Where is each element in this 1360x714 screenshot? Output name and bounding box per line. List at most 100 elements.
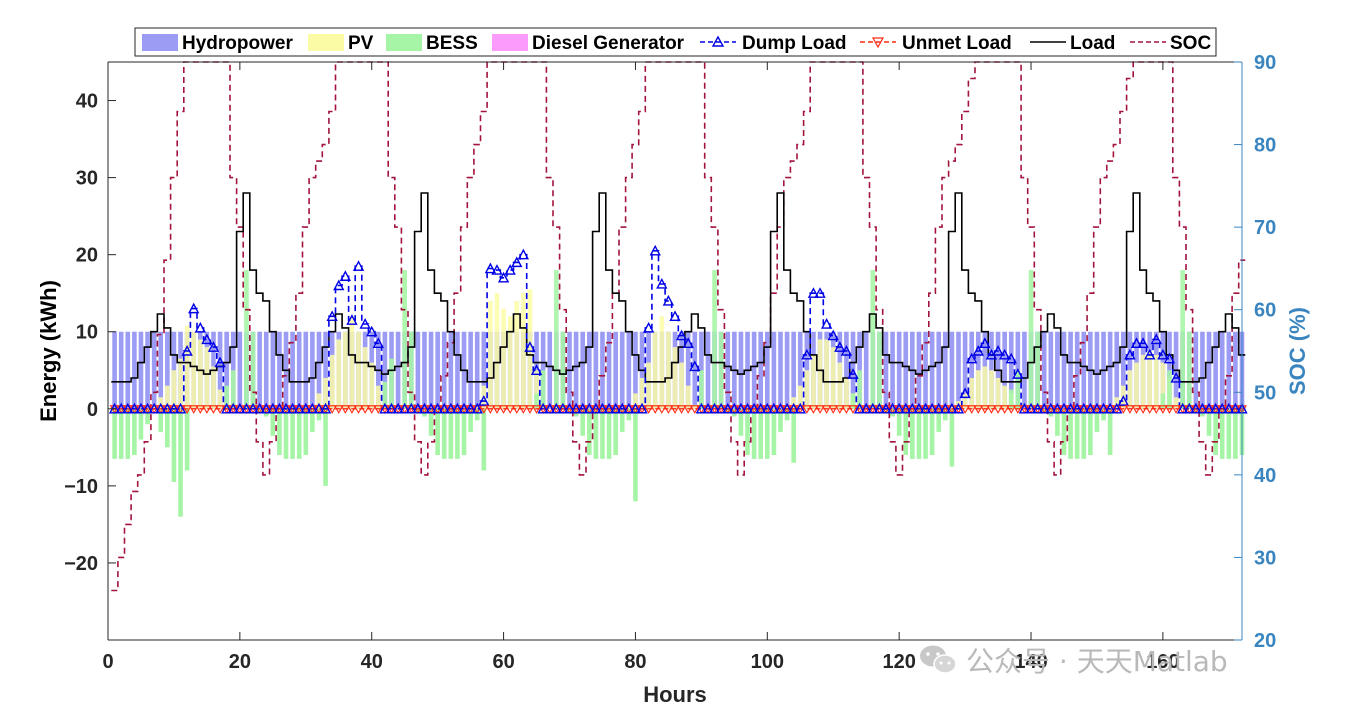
hydropower-bar xyxy=(1206,331,1212,409)
hydropower-bar xyxy=(600,331,605,409)
bess-bar xyxy=(903,408,909,456)
hydropower-bar xyxy=(771,331,777,409)
dump-load-marker xyxy=(1064,402,1077,414)
bess-bar xyxy=(877,331,882,409)
dump-load-marker xyxy=(1018,402,1031,414)
unmet-load-marker xyxy=(518,405,529,414)
pv-bar xyxy=(672,347,678,409)
hydropower-bar xyxy=(791,331,796,409)
hydropower-bar xyxy=(263,331,269,409)
dump-load-marker xyxy=(1183,402,1195,414)
dump-load-marker xyxy=(1163,352,1176,364)
hydropower-bar xyxy=(1226,331,1232,409)
bess-bar xyxy=(468,408,473,432)
pv-bar xyxy=(349,316,355,409)
dump-load-marker xyxy=(781,402,793,414)
dump-load-marker xyxy=(867,402,879,414)
dump-load-marker xyxy=(623,402,635,414)
unmet-load-marker xyxy=(993,405,1004,414)
bess-bar xyxy=(1213,408,1218,456)
y-tick-label: −20 xyxy=(64,553,98,575)
pv-bar xyxy=(639,377,645,409)
hydropower-bar xyxy=(296,331,302,409)
bess-bar xyxy=(943,408,948,421)
dump-load-marker xyxy=(253,402,266,414)
dump-load-marker xyxy=(1216,402,1228,414)
dump-load-marker xyxy=(1196,402,1209,414)
dump-load-marker xyxy=(669,310,681,322)
x-tick-label: 20 xyxy=(229,651,251,673)
dump-load-marker xyxy=(966,352,978,364)
hydropower-bar xyxy=(1094,331,1100,409)
hydropower-bar xyxy=(224,331,229,409)
dump-load-marker xyxy=(135,402,147,414)
dump-load-marker xyxy=(161,402,173,414)
bess-bar xyxy=(1219,408,1225,459)
hydropower-bar xyxy=(764,331,770,409)
dump-load-marker xyxy=(860,402,872,414)
unmet-load-marker xyxy=(1131,405,1142,414)
dump-load-marker xyxy=(1130,337,1143,348)
hydropower-bar xyxy=(290,331,295,409)
hydropower-bar xyxy=(118,331,124,409)
pv-bar xyxy=(975,370,981,409)
hydropower-bar xyxy=(316,331,322,409)
watermark-text: 公众号 · 天天Matlab xyxy=(966,645,1228,678)
dump-load-marker xyxy=(168,402,180,414)
bess-bar xyxy=(1233,408,1238,459)
dump-load-marker xyxy=(227,402,239,414)
dump-load-marker xyxy=(616,402,628,414)
bess-bar xyxy=(389,358,394,409)
dump-load-marker xyxy=(959,387,971,399)
pv-bar xyxy=(1173,397,1179,409)
pv-bar xyxy=(474,406,480,409)
bess-bar xyxy=(784,408,790,421)
dump-load-marker xyxy=(174,402,187,414)
dump-load-marker xyxy=(537,402,549,414)
pv-bar xyxy=(652,331,658,409)
unmet-load-marker xyxy=(366,405,377,414)
dump-load-marker xyxy=(689,360,701,372)
unmet-load-marker xyxy=(485,405,496,414)
hydropower-bar xyxy=(936,331,942,409)
unmet-load-marker xyxy=(1164,405,1175,414)
legend-swatch xyxy=(142,34,178,51)
unmet-load-marker xyxy=(327,405,338,414)
dump-load-marker xyxy=(517,248,530,260)
dump-load-marker xyxy=(148,402,160,414)
bess-bar xyxy=(277,408,282,456)
dump-load-marker xyxy=(998,348,1011,360)
dump-load-marker xyxy=(820,318,833,329)
hydropower-bar xyxy=(725,331,731,409)
bess-bar xyxy=(1167,370,1172,409)
dump-load-marker xyxy=(1091,402,1103,414)
unmet-load-marker xyxy=(966,405,977,414)
dump-load-marker xyxy=(662,294,675,306)
legend-label: Load xyxy=(1070,33,1115,54)
dump-load-marker xyxy=(919,402,932,414)
hydropower-bar xyxy=(586,331,592,409)
dump-load-marker xyxy=(405,402,417,414)
y-tick-label: 30 xyxy=(76,168,98,190)
pv-bar xyxy=(527,289,533,409)
bess-bar xyxy=(929,408,935,456)
unmet-load-marker xyxy=(195,405,206,414)
pv-bar xyxy=(1153,354,1159,409)
bess-bar xyxy=(1081,408,1087,459)
hydropower-bar xyxy=(751,331,757,409)
hydropower-bar xyxy=(705,331,711,409)
dump-load-marker xyxy=(939,402,951,414)
bess-bar xyxy=(435,408,440,456)
dump-load-marker xyxy=(1229,402,1242,414)
bess-bar xyxy=(554,270,559,409)
dump-load-marker xyxy=(715,402,727,414)
dump-load-marker xyxy=(979,337,991,348)
dump-load-marker xyxy=(768,402,780,414)
bess-bar xyxy=(132,408,137,456)
dump-load-marker xyxy=(319,402,332,414)
pv-bar xyxy=(507,316,513,409)
bess-bar xyxy=(600,408,605,459)
dump-load-marker xyxy=(267,402,279,414)
dump-load-marker xyxy=(530,364,543,375)
hydropower-bar xyxy=(1061,331,1067,409)
